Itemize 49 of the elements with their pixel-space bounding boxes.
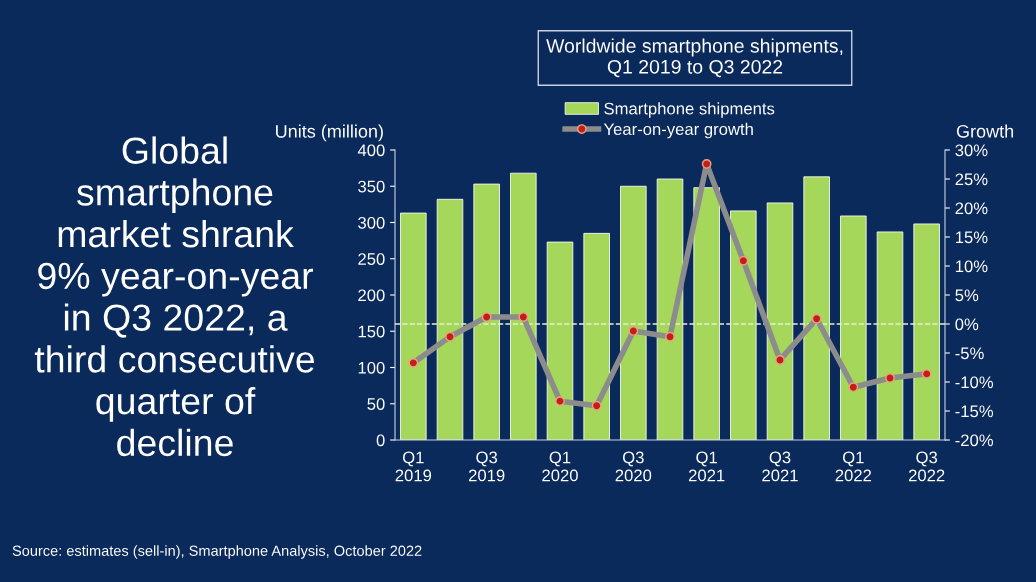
bar bbox=[620, 185, 647, 440]
x-tick-label: Q3 2019 bbox=[468, 451, 505, 482]
bar bbox=[510, 172, 537, 440]
y2-tick-label: 0% bbox=[955, 318, 979, 331]
y2-tick-label: 30% bbox=[955, 144, 988, 157]
bar bbox=[730, 210, 757, 440]
y-tick-label: 400 bbox=[357, 144, 385, 157]
y2-tick-label: 20% bbox=[955, 202, 988, 215]
bar bbox=[583, 232, 610, 440]
y-tick-label: 250 bbox=[358, 253, 385, 265]
bar bbox=[766, 202, 794, 440]
bar bbox=[803, 176, 830, 440]
y2-tick-label: -10% bbox=[955, 376, 994, 389]
bar bbox=[473, 183, 500, 440]
x-tick-label: Q1 2021 bbox=[688, 451, 725, 482]
y2-axis-title: Growth bbox=[956, 124, 1014, 138]
y-tick-label: 0 bbox=[376, 434, 385, 447]
y-tick-label: 150 bbox=[358, 325, 385, 338]
y2-tick-label: 15% bbox=[955, 231, 988, 244]
y-tick-label: 350 bbox=[358, 180, 385, 193]
chart-title: Worldwide smartphone shipments, Q1 2019 to Q3 2022 bbox=[546, 38, 843, 78]
legend-label: Year-on-year growth bbox=[603, 122, 753, 139]
y-tick-label: 100 bbox=[358, 361, 385, 374]
bar bbox=[840, 215, 867, 440]
y-tick-label: 200 bbox=[358, 289, 385, 302]
x-tick-label: Q1 2019 bbox=[395, 451, 432, 482]
legend-label: Smartphone shipments bbox=[604, 102, 775, 118]
source-note: Source: estimates (sell-in), Smartphone Analysis, October 2022 bbox=[12, 545, 422, 559]
y2-tick-label: 10% bbox=[955, 260, 988, 273]
y-tick-label: 50 bbox=[367, 398, 385, 410]
y-axis-title: Units (million) bbox=[276, 124, 383, 142]
bar bbox=[693, 187, 720, 440]
y2-tick-label: -5% bbox=[955, 347, 984, 360]
y2-tick-label: 25% bbox=[955, 173, 988, 186]
x-tick-label: Q3 2021 bbox=[762, 451, 798, 482]
bar bbox=[656, 178, 684, 440]
bar bbox=[400, 212, 427, 440]
bar bbox=[913, 223, 940, 440]
y-tick-label: 300 bbox=[358, 216, 385, 229]
y2-tick-label: 5% bbox=[955, 289, 979, 302]
y2-tick-label: -15% bbox=[955, 405, 994, 418]
x-tick-label: Q1 2020 bbox=[542, 451, 578, 482]
bar bbox=[546, 241, 574, 440]
x-tick-label: Q3 2022 bbox=[908, 451, 945, 482]
y2-tick-label: -20% bbox=[955, 434, 994, 447]
bar bbox=[436, 198, 464, 440]
bar bbox=[876, 231, 904, 440]
x-tick-label: Q3 2020 bbox=[615, 451, 652, 482]
x-tick-label: Q1 2022 bbox=[835, 451, 872, 482]
